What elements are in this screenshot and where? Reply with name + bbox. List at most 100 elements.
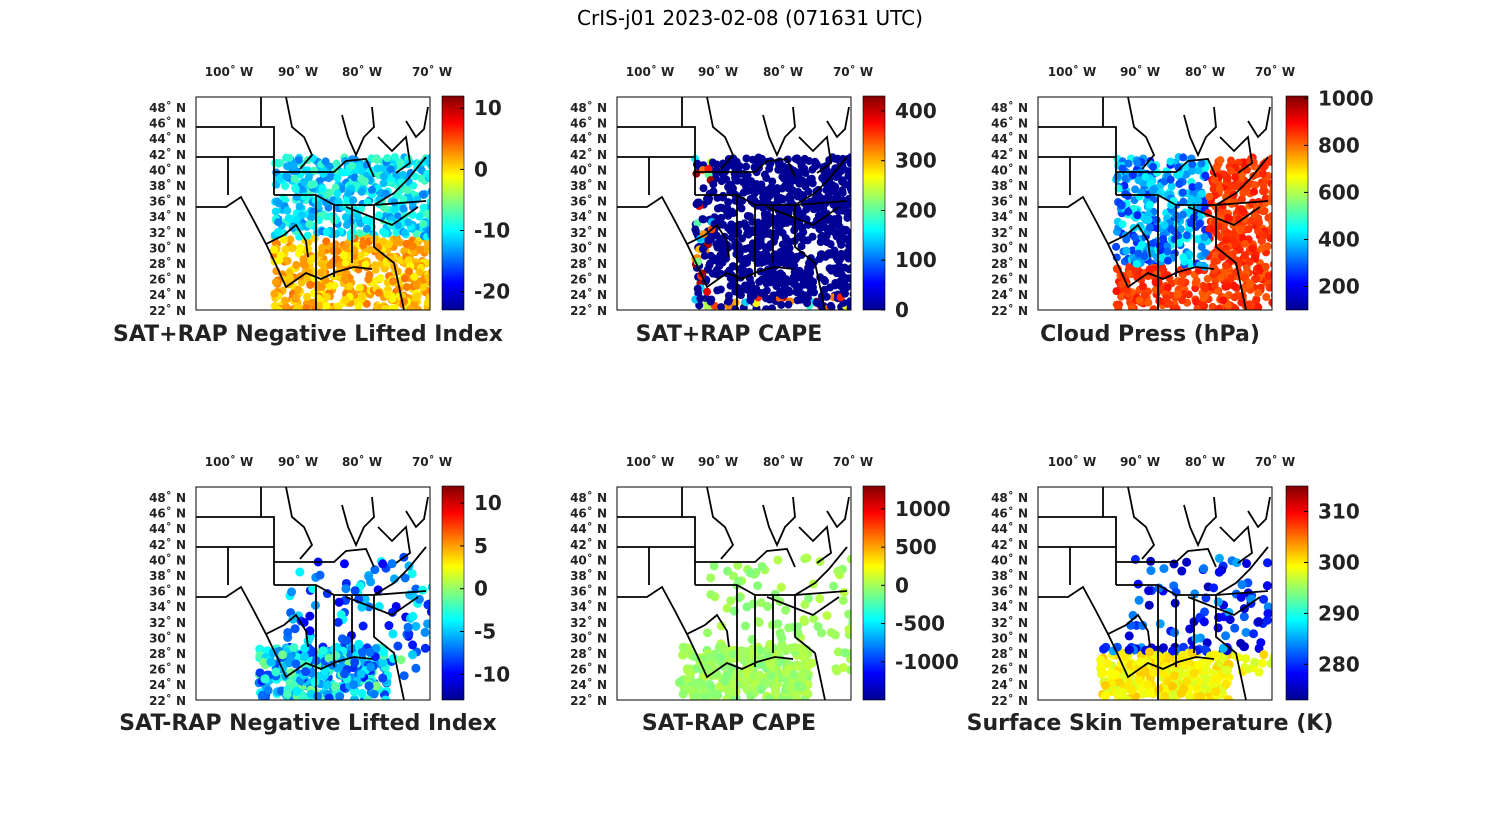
data-point [1219,296,1228,305]
data-point [289,162,298,171]
data-point [706,573,716,583]
data-point [322,198,331,207]
data-point [761,215,770,224]
data-point [339,669,349,679]
data-point [1258,230,1267,239]
lat-label: 44˚ N [991,131,1028,146]
border-line [285,487,314,560]
figure-title: CrIS-j01 2023-02-08 (071631 UTC) [577,6,923,30]
colorbar [862,485,886,701]
data-point [400,274,409,283]
data-point [844,248,851,257]
border-line [706,97,735,170]
data-point [349,259,358,268]
data-point [1259,650,1269,660]
data-point [390,304,399,310]
lat-label: 38˚ N [991,568,1028,583]
data-point [1178,296,1187,305]
data-point [404,256,413,265]
data-point [1167,692,1177,700]
data-point [765,164,774,173]
data-point [1130,233,1139,242]
data-point [838,188,847,197]
data-point [769,237,778,246]
lat-label: 28˚ N [149,646,186,661]
data-point [703,287,712,296]
data-point [733,560,743,570]
data-point [722,670,732,680]
lat-label: 26˚ N [149,662,186,677]
data-point [707,295,716,304]
data-point [1114,304,1123,310]
data-point [781,667,791,677]
data-point [1249,629,1258,639]
state-borders [1038,487,1271,700]
panel-title: Surface Skin Temperature (K) [967,711,1334,736]
data-point [1250,187,1259,196]
data-point [1188,166,1197,175]
data-point [718,642,728,652]
data-point [1163,283,1172,292]
data-point [305,220,314,229]
data-point [423,600,430,610]
data-point [709,180,718,189]
data-point [755,670,765,680]
data-point [804,187,813,196]
data-point [295,202,304,211]
data-point [283,627,293,637]
data-point [379,179,388,188]
data-point [1193,305,1202,310]
data-point [1160,221,1169,230]
lon-label: 70˚ W [1255,64,1295,79]
data-point [271,278,280,287]
data-point [822,292,831,301]
data-point [371,154,380,163]
data-point [1271,251,1272,255]
data-point [301,667,311,677]
data-point [1132,259,1141,268]
data-point [376,274,385,283]
data-point [786,194,795,203]
data-point [334,197,343,206]
data-point [1188,160,1197,169]
data-point [1122,235,1131,244]
data-point [1173,290,1182,299]
data-point [390,153,399,162]
data-point [785,244,794,253]
data-point [413,305,422,310]
lat-label: 30˚ N [570,630,607,645]
data-point [1179,253,1188,262]
data-point [1122,695,1132,700]
map-frame [1037,486,1273,701]
data-point [1242,559,1252,569]
lat-label: 28˚ N [570,646,607,661]
data-point [1221,261,1230,270]
data-point [410,272,419,281]
data-point [846,554,851,564]
data-point [1271,197,1272,202]
colorbar-tick-label: 600 [1318,180,1360,204]
state-borders [1038,97,1271,310]
data-point [1273,610,1282,619]
data-point [763,602,773,612]
data-point [691,225,700,234]
data-point [389,277,398,286]
data-point [734,198,743,207]
data-point [336,610,346,620]
data-point [1230,623,1240,633]
data-point [406,305,415,310]
data-point [423,209,430,218]
data-point [1223,228,1232,237]
data-point [1119,652,1129,662]
data-point [822,611,832,621]
data-point [846,297,851,306]
data-point [836,277,845,286]
data-point [1124,681,1134,691]
data-point [1259,594,1269,604]
data-point [729,209,738,218]
data-point [828,196,837,205]
data-point [809,614,819,624]
border-line [794,595,826,700]
data-point [292,304,301,310]
data-point [310,234,319,243]
